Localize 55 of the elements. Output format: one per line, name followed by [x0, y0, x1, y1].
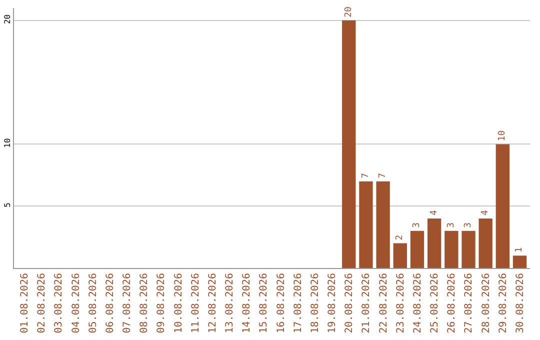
data-label: 20: [344, 6, 354, 18]
x-tick-label: 26.08.2026: [446, 273, 458, 334]
x-tick-label: 18.08.2026: [310, 273, 321, 334]
data-label: 7: [360, 172, 371, 178]
bar: [427, 218, 442, 268]
bar: [410, 230, 424, 268]
x-tick-label: 23.08.2026: [395, 273, 406, 334]
data-label: 2: [395, 234, 406, 240]
x-tick-label: 16.08.2026: [276, 273, 287, 334]
x-tick-label: 22.08.2026: [378, 273, 390, 334]
x-tick-label: 21.08.2026: [361, 273, 372, 334]
x-tick-label: 14.08.2026: [242, 273, 253, 334]
y-tick-label: 10: [2, 138, 12, 148]
x-tick-label: 03.08.2026: [54, 273, 65, 334]
data-label: 3: [412, 222, 422, 228]
x-tick-label: 17.08.2026: [292, 273, 304, 334]
x-tick-label: 15.08.2026: [258, 273, 270, 334]
bar: [496, 144, 510, 268]
data-label: 3: [463, 222, 474, 228]
data-label: 4: [480, 210, 491, 216]
data-label: 10: [498, 130, 508, 142]
bar: [462, 230, 476, 268]
x-tick-label: 07.08.2026: [122, 273, 134, 334]
x-tick-label: 28.08.2026: [480, 273, 492, 334]
x-tick-label: 06.08.2026: [104, 273, 116, 334]
data-label: 1: [514, 247, 525, 253]
bar: [512, 256, 527, 268]
x-tick-label: 30.08.2026: [515, 273, 526, 334]
x-tick-label: 04.08.2026: [70, 273, 82, 334]
x-tick-label: 27.08.2026: [464, 273, 475, 334]
x-tick-label: 10.08.2026: [173, 273, 184, 334]
x-tick-label: 05.08.2026: [88, 273, 99, 334]
x-tick-label: 09.08.2026: [156, 273, 168, 334]
x-tick-label: 12.08.2026: [207, 273, 218, 334]
x-tick-label: 11.08.2026: [190, 273, 202, 334]
data-label: 3: [446, 222, 456, 228]
x-tick-label: 20.08.2026: [344, 273, 356, 334]
x-tick-label: 29.08.2026: [498, 273, 509, 334]
x-tick-label: 01.08.2026: [20, 273, 30, 334]
bar: [478, 218, 492, 268]
x-tick-label: 13.08.2026: [224, 273, 236, 334]
y-tick-label: 20: [2, 14, 12, 24]
x-tick-label: 02.08.2026: [36, 273, 48, 334]
x-tick-label: 19.08.2026: [327, 273, 338, 334]
x-tick-label: 25.08.2026: [430, 273, 441, 334]
data-label: 4: [429, 210, 440, 216]
bar: [444, 230, 458, 268]
x-tick-label: 24.08.2026: [412, 273, 424, 334]
y-tick-label: 5: [2, 202, 12, 208]
bar: [342, 20, 356, 268]
bar: [376, 181, 390, 268]
bar: [359, 181, 373, 268]
x-tick-label: 08.08.2026: [139, 273, 150, 334]
bar: [393, 243, 407, 268]
data-label: 7: [378, 172, 388, 178]
